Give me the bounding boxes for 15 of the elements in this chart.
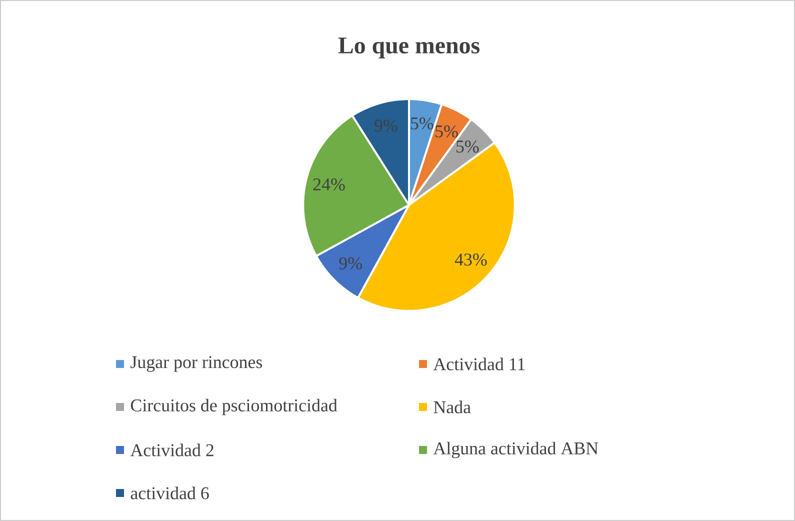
legend-label: Alguna actividad ABN [433,442,598,458]
data-label: 5% [456,140,479,153]
data-label: 9% [374,120,398,132]
data-label: 43% [454,254,487,266]
legend-label: Actividad 2 [130,444,214,456]
legend-label: Actividad 11 [433,358,525,370]
legend-label: Nada [434,400,471,414]
chart-title: Lo que menos [338,38,480,58]
data-label: 9% [339,257,362,270]
data-label: 24% [313,178,345,191]
legend-label: Jugar por rincones [130,356,262,372]
data-label: 5% [411,117,434,130]
data-label: 5% [436,125,458,138]
legend-label: Circuitos de psciomotricidad [130,398,338,416]
legend-label: actividad 6 [130,486,209,500]
